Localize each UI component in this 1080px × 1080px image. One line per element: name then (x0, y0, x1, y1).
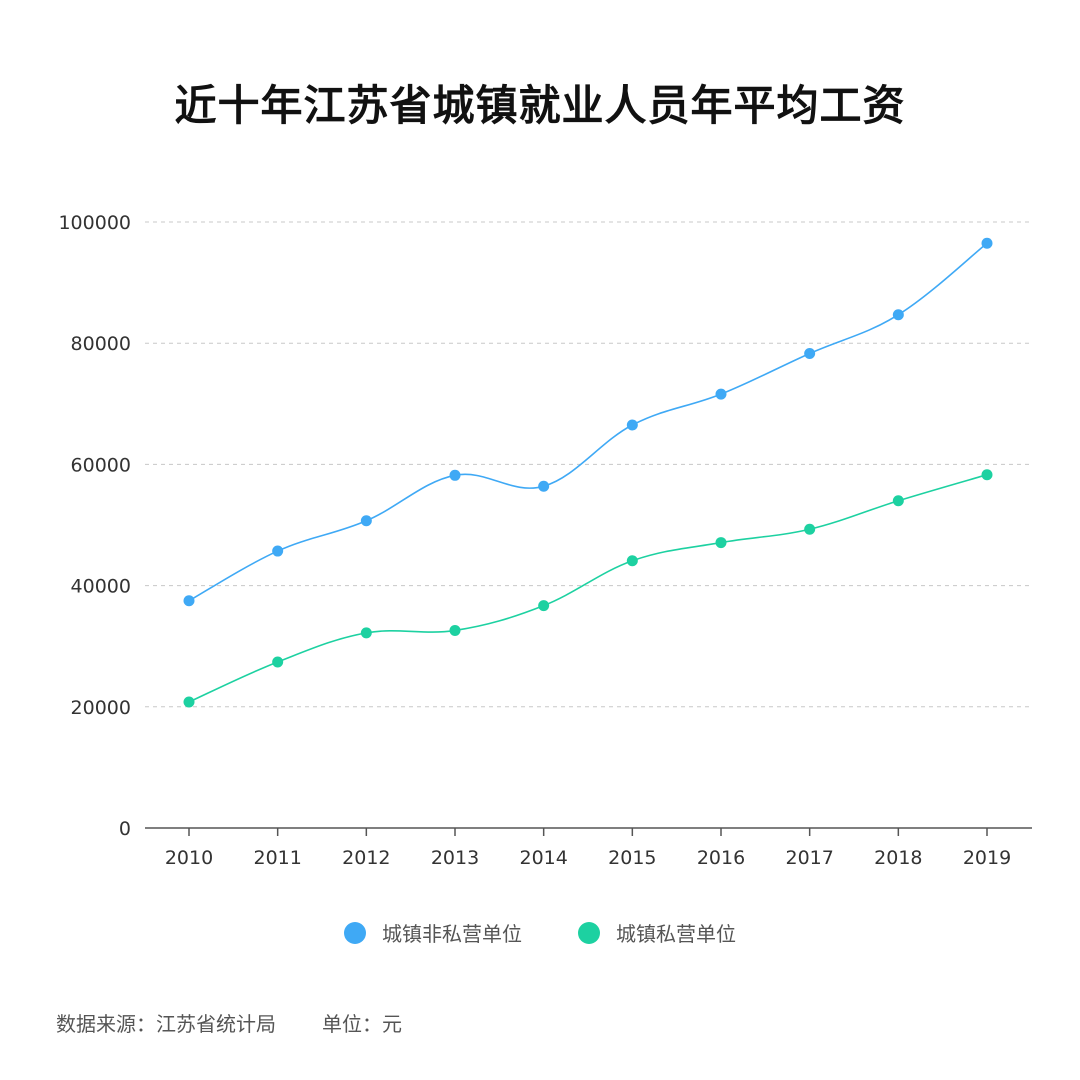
y-tick-label: 80000 (71, 333, 131, 355)
series-layer (183, 237, 993, 708)
x-tick-label: 2017 (785, 847, 833, 869)
legend-item-private[interactable]: 城镇私营单位 (578, 918, 736, 947)
series-line-0 (188, 242, 988, 602)
legend-marker-non-private (344, 921, 366, 944)
x-tick-label: 2018 (874, 847, 922, 869)
x-tick-label: 2016 (697, 847, 745, 869)
y-tick-label: 100000 (58, 212, 131, 234)
data-point-0-5 (626, 419, 638, 431)
data-point-0-4 (538, 480, 550, 492)
data-point-0-3 (449, 469, 461, 481)
y-tick-label: 20000 (71, 697, 131, 719)
data-point-0-8 (892, 309, 904, 321)
y-tick-label: 0 (119, 818, 131, 840)
x-tick-label: 2014 (519, 847, 567, 869)
data-point-0-9 (981, 237, 993, 249)
data-point-1-4 (538, 600, 550, 612)
legend: 城镇非私营单位 城镇私营单位 (0, 918, 1080, 947)
y-tick-label: 40000 (71, 576, 131, 598)
footer: 数据来源：江苏省统计局 单位：元 (56, 1008, 402, 1037)
y-tick-label: 60000 (71, 454, 131, 476)
data-point-0-1 (272, 545, 284, 557)
x-tick-label: 2019 (963, 847, 1011, 869)
data-point-1-2 (360, 627, 372, 639)
legend-label-private: 城镇私营单位 (616, 922, 736, 946)
unit-label: 单位：元 (322, 1012, 402, 1036)
data-point-1-7 (804, 523, 816, 535)
data-point-0-7 (804, 348, 816, 360)
data-source: 数据来源：江苏省统计局 (56, 1012, 276, 1036)
legend-marker-private (578, 921, 600, 944)
x-tick-label: 2012 (342, 847, 390, 869)
x-tick-label: 2010 (165, 847, 213, 869)
data-point-1-6 (715, 537, 727, 549)
data-point-1-1 (272, 656, 284, 668)
data-point-0-6 (715, 388, 727, 400)
x-tick-label: 2013 (431, 847, 479, 869)
x-tick-label: 2015 (608, 847, 656, 869)
data-point-1-5 (626, 555, 638, 567)
legend-item-non-private[interactable]: 城镇非私营单位 (344, 918, 522, 947)
data-point-1-9 (981, 469, 993, 481)
data-point-0-2 (360, 515, 372, 527)
data-point-0-0 (183, 595, 195, 607)
chart-title: 近十年江苏省城镇就业人员年平均工资 (174, 81, 906, 130)
x-tick-label: 2011 (253, 847, 301, 869)
legend-label-non-private: 城镇非私营单位 (382, 922, 522, 946)
x-axis: 2010 2011 2012 2013 2014 2015 2016 2017 2018 2019 (145, 827, 1032, 869)
series-line-1 (188, 473, 988, 703)
data-point-1-3 (449, 624, 461, 636)
data-point-1-8 (892, 495, 904, 507)
grid-lines: 0 20000 40000 60000 80000 100000 (58, 212, 1032, 840)
data-point-1-0 (183, 696, 195, 708)
